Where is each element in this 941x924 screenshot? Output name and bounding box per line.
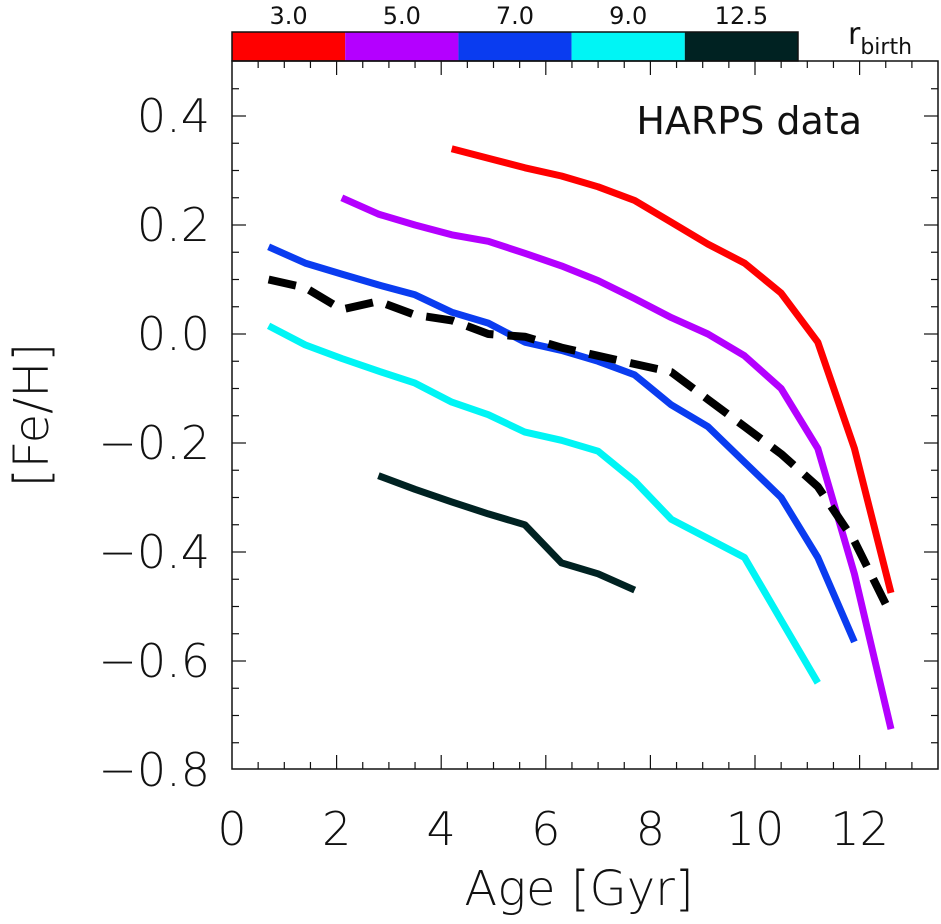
colorbar-segment bbox=[571, 32, 685, 61]
harps-annotation: HARPS data bbox=[636, 99, 862, 143]
x-tick-label: 4 bbox=[427, 802, 456, 856]
series-line-3-0 bbox=[450, 145, 895, 594]
y-tick-label: 0.4 bbox=[137, 89, 210, 143]
series-line-9-0 bbox=[266, 322, 821, 685]
x-tick-label: 6 bbox=[531, 802, 560, 856]
series-layer bbox=[266, 145, 895, 730]
x-axis-title: Age [Gyr] bbox=[464, 861, 693, 917]
y-tick-label: −0.8 bbox=[98, 743, 210, 797]
colorbar-segment bbox=[458, 32, 572, 61]
plot-frame bbox=[231, 60, 939, 770]
colorbar-segment bbox=[232, 32, 346, 61]
series-line-5-0 bbox=[340, 194, 895, 730]
x-tick-label: 8 bbox=[636, 802, 665, 856]
x-tick-label: 2 bbox=[322, 802, 351, 856]
y-tick-label: −0.4 bbox=[98, 525, 210, 579]
y-tick-label: 0.0 bbox=[137, 307, 210, 361]
colorbar-label: 9.0 bbox=[609, 2, 647, 30]
colorbar-segment bbox=[684, 32, 798, 61]
x-tick-label: 0 bbox=[217, 802, 246, 856]
colorbar-label: 5.0 bbox=[383, 2, 421, 30]
x-tick-label: 12 bbox=[830, 802, 889, 856]
y-axis-title: [Fe/H] bbox=[4, 343, 60, 487]
colorbar: 3.0 5.0 7.0 9.0 12.5 bbox=[231, 2, 799, 62]
colorbar-label: 7.0 bbox=[496, 2, 534, 30]
y-tick-label: −0.6 bbox=[98, 634, 210, 688]
y-tick-label: −0.2 bbox=[98, 416, 210, 470]
colorbar-label: 3.0 bbox=[270, 2, 308, 30]
colorbar-label: 12.5 bbox=[715, 2, 768, 30]
series-line-12-5 bbox=[377, 472, 637, 594]
colorbar-segment bbox=[345, 32, 459, 61]
series-line-mean bbox=[267, 275, 895, 617]
axis-ticks: 0 2 4 6 8 10 12 0.4 0.2 0.0 −0.2 −0.4 −0.6 −0.8 bbox=[98, 61, 938, 856]
x-tick-label: 10 bbox=[726, 802, 785, 856]
y-tick-label: 0.2 bbox=[137, 198, 210, 252]
colorbar-title: rbirth bbox=[848, 17, 912, 60]
